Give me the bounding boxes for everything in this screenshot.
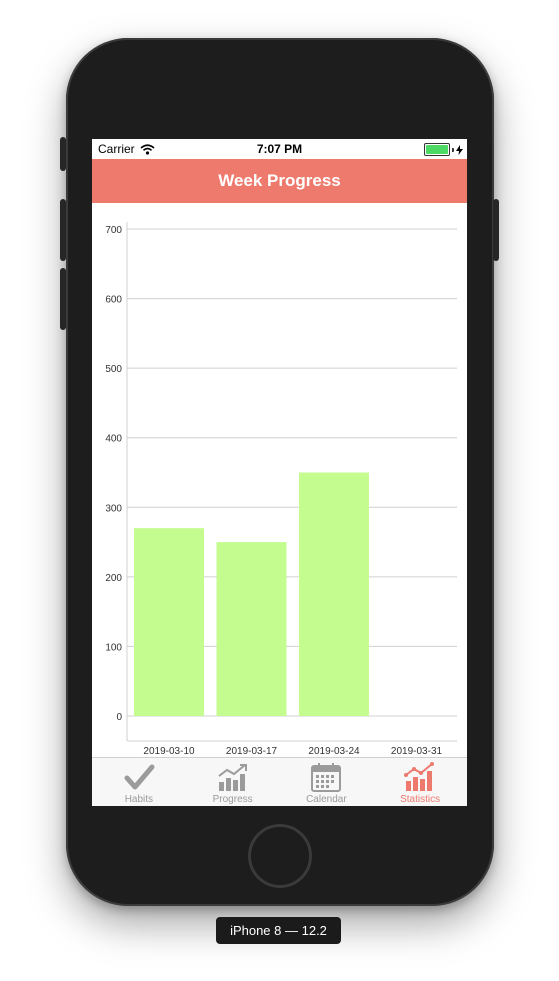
device-label: iPhone 8 — 12.2 bbox=[216, 917, 341, 944]
statistics-chart-icon bbox=[403, 762, 437, 792]
bar-chart: 0 100 200 300 400 500 600 700 2019-03-10 2019-03-… bbox=[92, 203, 467, 757]
navigation-bar: Week Progress bbox=[92, 159, 467, 203]
x-tick-label: 2019-03-17 bbox=[226, 746, 278, 757]
tab-habits[interactable]: Habits bbox=[92, 758, 186, 806]
charging-bolt-icon bbox=[456, 145, 463, 155]
y-tick-label: 100 bbox=[105, 642, 122, 653]
tab-calendar-label: Calendar bbox=[280, 794, 374, 805]
volume-down-button bbox=[60, 268, 66, 330]
y-tick-label: 500 bbox=[105, 364, 122, 375]
x-tick-label: 2019-03-31 bbox=[391, 746, 443, 757]
battery-tip bbox=[452, 148, 454, 152]
tab-calendar[interactable]: Calendar bbox=[280, 758, 374, 806]
app-screen: Carrier 7:07 PM Week Progress 0 100 200 300… bbox=[92, 139, 467, 806]
y-tick-label: 200 bbox=[105, 573, 122, 584]
tab-progress[interactable]: Progress bbox=[186, 758, 280, 806]
status-bar: Carrier 7:07 PM bbox=[92, 139, 467, 159]
page-title: Week Progress bbox=[218, 171, 341, 190]
bar bbox=[217, 542, 287, 716]
tab-progress-label: Progress bbox=[186, 794, 280, 805]
tab-statistics-label: Statistics bbox=[373, 794, 467, 805]
status-time: 7:07 PM bbox=[92, 142, 467, 156]
tab-statistics[interactable]: Statistics bbox=[373, 758, 467, 806]
progress-chart-icon bbox=[216, 762, 250, 792]
y-tick-label: 400 bbox=[105, 434, 122, 445]
battery-icon bbox=[424, 143, 450, 156]
y-tick-label: 600 bbox=[105, 295, 122, 306]
x-tick-label: 2019-03-24 bbox=[308, 746, 360, 757]
checkmark-icon bbox=[122, 762, 156, 792]
bar bbox=[134, 528, 204, 716]
mute-switch bbox=[60, 137, 66, 171]
volume-up-button bbox=[60, 199, 66, 261]
calendar-icon bbox=[309, 762, 343, 792]
tab-habits-label: Habits bbox=[92, 794, 186, 805]
week-progress-chart: 0 100 200 300 400 500 600 700 2019-03-10 2019-03-… bbox=[92, 203, 467, 757]
tab-bar: Habits Progress bbox=[92, 757, 467, 806]
power-button bbox=[493, 199, 499, 261]
y-tick-label: 700 bbox=[105, 225, 122, 236]
y-tick-label: 0 bbox=[116, 712, 122, 723]
home-button[interactable] bbox=[248, 824, 312, 888]
y-tick-label: 300 bbox=[105, 503, 122, 514]
x-tick-label: 2019-03-10 bbox=[143, 746, 195, 757]
bar bbox=[299, 473, 369, 717]
